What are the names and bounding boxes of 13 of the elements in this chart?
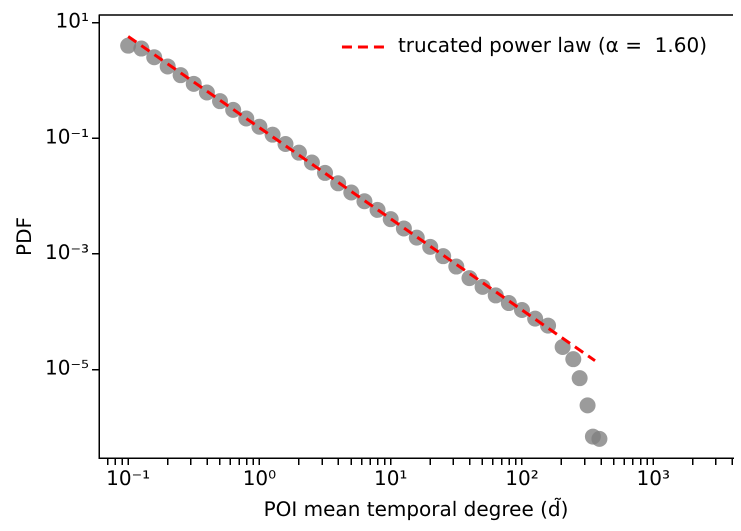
legend-label: trucated power law (α = 1.60) bbox=[398, 33, 708, 58]
y-tick-label: 10⁻³ bbox=[44, 240, 90, 264]
x-tick-label: 10³ bbox=[636, 466, 670, 490]
x-tick-label: 10⁻¹ bbox=[106, 466, 150, 490]
x-tick-label: 10¹ bbox=[374, 466, 408, 490]
point bbox=[565, 351, 582, 368]
x-axis-title: POI mean temporal degree (d̃) bbox=[264, 497, 568, 522]
x-tick-label: 10² bbox=[505, 466, 539, 490]
y-tick-label: 10¹ bbox=[56, 8, 90, 33]
x-tick-label: 10⁰ bbox=[242, 466, 276, 490]
y-axis-title: PDF bbox=[12, 217, 36, 256]
y-tick-label: 10⁻¹ bbox=[44, 124, 90, 148]
y-tick-label: 10⁻⁵ bbox=[44, 356, 90, 380]
